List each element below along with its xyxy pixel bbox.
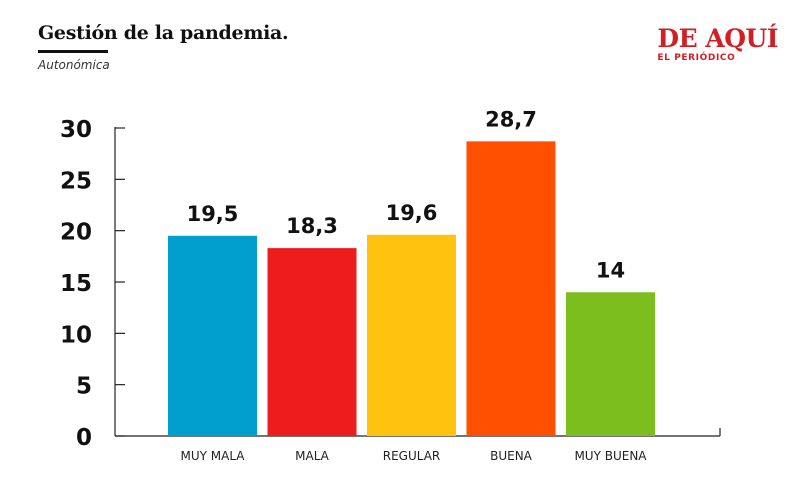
y-tick-label: 15: [60, 271, 92, 297]
bar-value-label: 19,6: [386, 201, 438, 225]
y-tick-label: 5: [76, 374, 92, 400]
bar: [466, 141, 556, 436]
chart-subtitle: Autonómica: [38, 58, 110, 72]
y-tick-label: 10: [60, 322, 92, 348]
category-label: MALA: [295, 449, 330, 463]
chart-bars: [168, 141, 655, 436]
y-tick-label: 30: [60, 117, 92, 143]
y-axis-ticks: 0 5 10 15 20 25 30: [60, 117, 125, 451]
title-underline: [38, 50, 108, 53]
category-label: REGULAR: [383, 449, 441, 463]
bar: [168, 235, 257, 436]
bar-value-label: 28,7: [485, 107, 537, 131]
brand-subtitle: EL PERIÓDICO: [657, 53, 736, 63]
y-tick-label: 25: [60, 168, 92, 194]
chart-title: Gestión de la pandemia.: [38, 22, 289, 44]
category-labels: MUY MALA MALA REGULAR BUENA MUY BUENA: [180, 449, 647, 463]
bar: [566, 292, 655, 436]
bar-value-label: 14: [596, 258, 625, 282]
bar: [367, 234, 456, 436]
brand-name: DE AQUÍ: [657, 24, 778, 53]
bar-value-label: 18,3: [286, 214, 338, 238]
y-tick-label: 20: [60, 220, 92, 246]
category-label: BUENA: [490, 449, 533, 463]
category-label: MUY MALA: [180, 449, 245, 463]
bar: [267, 248, 357, 436]
value-labels: 19,5 18,3 19,6 28,7 14: [187, 107, 626, 282]
brand-logo: DE AQUÍ EL PERIÓDICO: [657, 26, 778, 63]
y-tick-label: 0: [76, 425, 92, 451]
bar-value-label: 19,5: [187, 202, 239, 226]
category-label: MUY BUENA: [574, 449, 647, 463]
